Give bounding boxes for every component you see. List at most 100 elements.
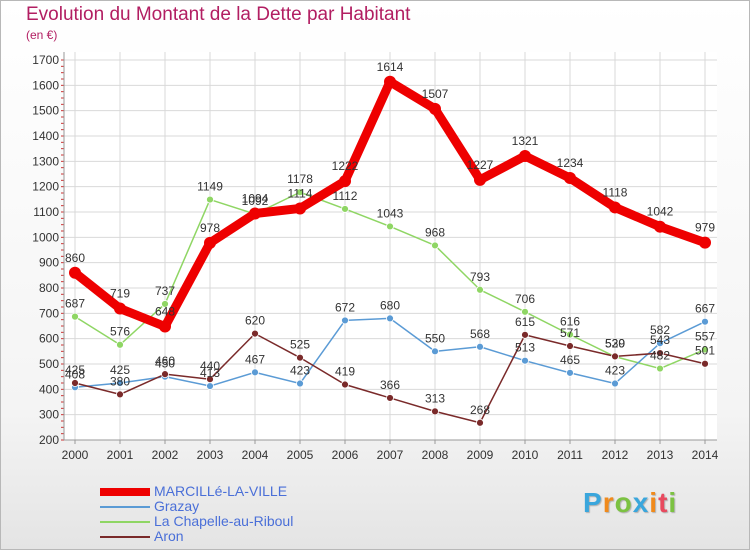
data-label-marcille-2013: 1042: [647, 205, 674, 219]
data-label-aron-2004: 620: [245, 314, 265, 328]
x-tick-label-2001: 2001: [107, 448, 134, 462]
data-point-grazay-2009: [476, 342, 484, 351]
data-point-aron-2013: [656, 349, 664, 358]
y-tick-label-1300: 1300: [32, 154, 59, 168]
data-point-aron-2010: [521, 330, 529, 339]
data-point-la-chapelle-2014: [701, 345, 709, 354]
y-tick-label-600: 600: [39, 332, 59, 346]
logo-letter: i: [668, 487, 678, 518]
proxiti-logo: Proxiti: [583, 487, 677, 519]
data-label-marcille-2002: 648: [155, 305, 175, 319]
data-label-marcille-2010: 1321: [512, 134, 539, 148]
data-point-marcille-2007: [384, 75, 396, 88]
data-point-grazay-2014: [701, 317, 709, 326]
data-label-aron-2008: 313: [425, 391, 445, 405]
data-label-la-chapelle-2000: 687: [65, 297, 85, 311]
data-label-marcille-2001: 719: [110, 287, 130, 301]
data-point-la-chapelle-2003: [206, 195, 214, 204]
data-point-la-chapelle-2009: [476, 285, 484, 294]
data-label-marcille-2003: 978: [200, 221, 220, 235]
data-label-grazay-2014: 667: [695, 302, 715, 316]
data-label-la-chapelle-2014: 557: [695, 330, 715, 344]
data-point-marcille-2010: [519, 150, 531, 163]
data-label-grazay-2010: 513: [515, 341, 535, 355]
data-point-grazay-2006: [341, 316, 349, 325]
data-point-marcille-2005: [294, 202, 306, 215]
data-point-grazay-2013: [656, 339, 664, 348]
data-label-aron-2014: 501: [695, 344, 715, 358]
data-point-marcille-2000: [69, 266, 81, 279]
y-tick-label-1500: 1500: [32, 104, 59, 118]
data-label-grazay-2003: 413: [200, 366, 220, 380]
y-tick-label-1600: 1600: [32, 78, 59, 92]
data-label-grazay-2004: 467: [245, 352, 265, 366]
data-label-marcille-2000: 860: [65, 251, 85, 265]
y-tick-label-700: 700: [39, 306, 59, 320]
data-label-la-chapelle-2013: 482: [650, 349, 670, 363]
data-label-grazay-2011: 465: [560, 353, 580, 367]
data-point-marcille-2009: [474, 173, 486, 186]
data-point-la-chapelle-2013: [656, 364, 664, 373]
logo-letter: x: [632, 487, 650, 518]
data-label-aron-2005: 525: [290, 338, 310, 352]
legend-swatch-marcille: [100, 488, 150, 496]
x-tick-label-2005: 2005: [287, 448, 314, 462]
data-point-aron-2007: [386, 394, 394, 402]
logo-letter: r: [602, 487, 615, 518]
data-point-marcille-2012: [609, 201, 621, 214]
data-point-la-chapelle-2011: [566, 330, 574, 339]
data-label-aron-2011: 571: [560, 326, 580, 340]
y-tick-label-800: 800: [39, 281, 59, 295]
chart-subtitle: (en €): [26, 28, 58, 42]
data-label-la-chapelle-2007: 1043: [377, 206, 404, 220]
data-point-marcille-2001: [114, 302, 126, 315]
x-tick-label-2007: 2007: [377, 448, 404, 462]
data-label-aron-2009: 268: [470, 403, 490, 417]
data-label-marcille-2007: 1614: [377, 60, 404, 74]
legend-label-grazay: Grazay: [154, 498, 200, 514]
data-label-grazay-2012: 423: [605, 364, 625, 378]
data-point-la-chapelle-2001: [116, 340, 124, 349]
data-label-marcille-2006: 1222: [332, 159, 359, 173]
data-point-aron-2002: [161, 370, 169, 379]
y-tick-label-1200: 1200: [32, 180, 59, 194]
logo-letter: P: [583, 487, 603, 518]
data-point-grazay-2010: [521, 356, 529, 365]
data-label-grazay-2006: 672: [335, 300, 355, 314]
data-label-grazay-2000: 408: [65, 367, 85, 381]
chart-title: Evolution du Montant de la Dette par Hab…: [26, 4, 411, 25]
data-label-la-chapelle-2004: 1092: [242, 194, 269, 208]
data-label-aron-2003: 440: [200, 359, 220, 373]
data-label-marcille-2008: 1507: [422, 87, 449, 101]
data-label-grazay-2002: 450: [155, 357, 175, 371]
data-point-marcille-2003: [204, 236, 216, 249]
data-point-grazay-2008: [431, 347, 439, 356]
legend-label-aron: Aron: [154, 528, 184, 544]
data-label-la-chapelle-2010: 706: [515, 292, 535, 306]
data-label-marcille-2011: 1234: [557, 156, 584, 170]
x-tick-label-2011: 2011: [557, 448, 583, 462]
data-label-la-chapelle-2002: 737: [155, 284, 175, 298]
legend-label-marcille: MARCILLé-LA-VILLE: [154, 483, 288, 499]
x-tick-label-2009: 2009: [467, 448, 494, 462]
data-point-marcille-2008: [429, 102, 441, 115]
data-point-marcille-2011: [564, 172, 576, 185]
data-point-aron-2014: [701, 359, 709, 368]
x-tick-label-2002: 2002: [152, 448, 179, 462]
data-label-la-chapelle-2001: 576: [110, 325, 130, 339]
y-tick-label-400: 400: [39, 382, 59, 396]
logo-letter: o: [614, 487, 633, 518]
data-point-marcille-2006: [339, 175, 351, 188]
data-label-aron-2013: 543: [650, 333, 670, 347]
data-point-grazay-2012: [611, 379, 619, 388]
data-point-aron-2001: [116, 390, 124, 399]
data-point-la-chapelle-2010: [521, 307, 529, 316]
data-point-grazay-2004: [251, 368, 259, 377]
logo-letter: t: [658, 487, 669, 518]
data-label-aron-2007: 366: [380, 378, 400, 392]
y-tick-label-1700: 1700: [32, 53, 59, 67]
data-label-marcille-2014: 979: [695, 221, 715, 235]
y-tick-label-300: 300: [39, 408, 59, 422]
data-label-la-chapelle-2009: 793: [470, 270, 490, 284]
